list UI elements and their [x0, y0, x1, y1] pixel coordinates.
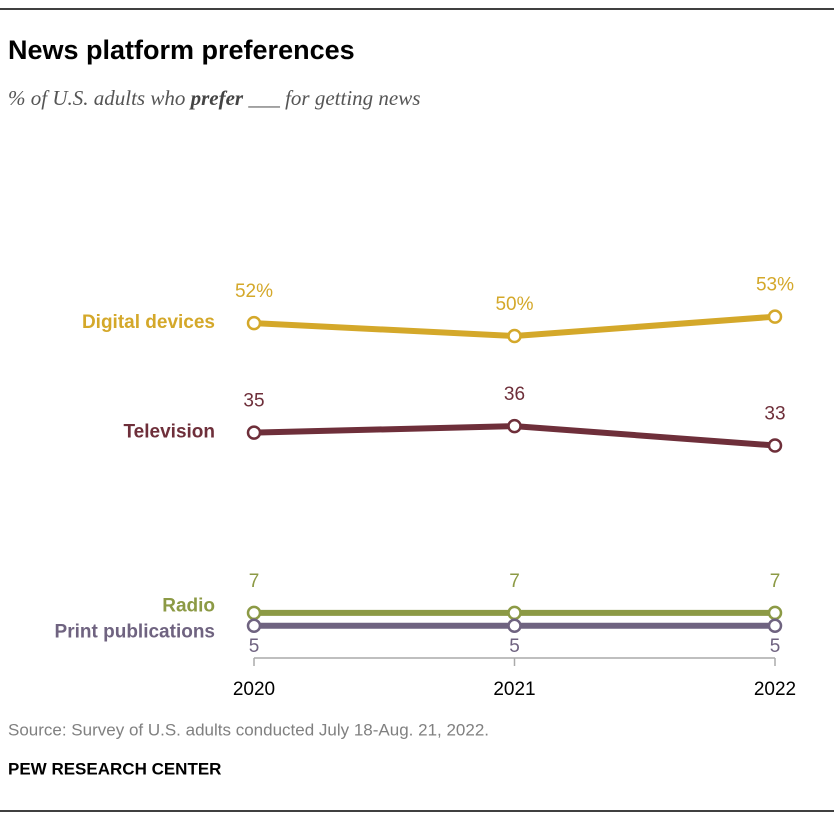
credit: PEW RESEARCH CENTER	[8, 759, 221, 778]
value-label: 35	[243, 391, 264, 412]
data-point	[767, 438, 783, 453]
x-tick-label: 2021	[493, 679, 535, 700]
data-point	[507, 418, 522, 434]
legend-label: Digital devices	[82, 312, 215, 333]
legend-label: Television	[123, 422, 215, 443]
data-point	[507, 328, 522, 344]
value-label: 33	[764, 403, 785, 424]
subtitle-text: % of U.S. adults who	[8, 86, 191, 110]
value-label: 53%	[756, 275, 794, 296]
data-point	[246, 315, 262, 331]
data-point	[246, 618, 262, 634]
chart-title: News platform preferences	[8, 35, 355, 65]
value-label: 7	[770, 571, 781, 592]
data-point	[767, 309, 783, 324]
data-point	[767, 618, 783, 634]
legend-label: Radio	[162, 595, 215, 616]
source-note: Source: Survey of U.S. adults conducted …	[8, 720, 489, 739]
value-label: 36	[504, 384, 525, 405]
value-label: 7	[509, 571, 520, 592]
chart-subtitle: % of U.S. adults who prefer ___ for gett…	[8, 86, 420, 110]
legend-label: Print publications	[55, 621, 215, 642]
data-point	[246, 425, 262, 440]
value-label: 5	[509, 636, 520, 657]
value-label: 5	[249, 636, 260, 657]
data-point	[507, 605, 522, 621]
value-label: 5	[770, 636, 781, 657]
data-point	[507, 618, 522, 634]
data-point	[246, 605, 262, 621]
x-tick-label: 2020	[233, 679, 275, 700]
value-label: 7	[249, 571, 260, 592]
data-point	[767, 605, 783, 621]
value-label: 52%	[235, 281, 273, 302]
value-label: 50%	[495, 294, 533, 315]
x-tick-label: 2022	[754, 679, 796, 700]
subtitle-emphasis: prefer	[189, 86, 244, 110]
subtitle-text: ___ for getting news	[243, 86, 420, 110]
